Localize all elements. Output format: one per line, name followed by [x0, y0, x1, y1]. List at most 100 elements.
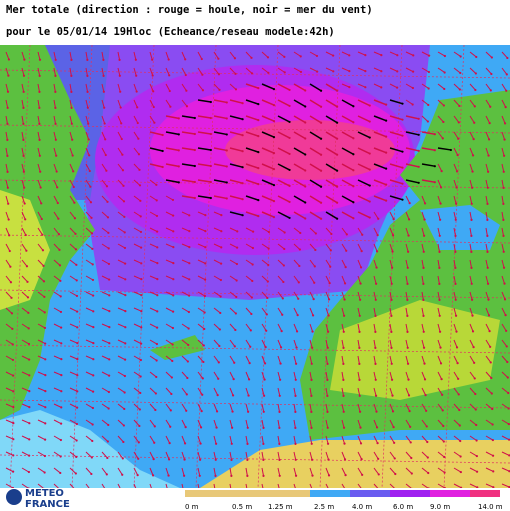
arrow-head [103, 122, 106, 125]
arrow-head [201, 393, 204, 396]
arrow-head [358, 410, 362, 413]
arrow-head [170, 392, 173, 396]
arrow [453, 403, 460, 411]
arrow [5, 339, 13, 345]
arrow-head [251, 246, 255, 250]
arrow-head [407, 218, 411, 221]
arrow-head [183, 442, 187, 445]
arrow [501, 403, 509, 409]
arrow [245, 115, 259, 121]
arrow-head [475, 423, 478, 427]
arrow-head [257, 151, 260, 154]
arrow [453, 179, 458, 188]
arrow [325, 67, 334, 72]
arrow [469, 483, 478, 488]
arrow-head [441, 137, 444, 140]
arrow-head [377, 473, 380, 476]
arrow-head [345, 233, 348, 236]
arrow-head [57, 233, 61, 236]
arrow-head [281, 313, 284, 316]
arrow-head [138, 424, 141, 428]
arrow-head [108, 294, 111, 297]
arrow [149, 83, 154, 92]
arrow [309, 51, 318, 57]
arrow-head [374, 314, 377, 317]
arrow-head [193, 180, 196, 184]
arrow-head [161, 133, 164, 137]
arrow-head [7, 74, 10, 77]
arrow [133, 67, 137, 76]
arrow-head [76, 310, 79, 313]
arrow-head [156, 294, 159, 297]
arrow-head [438, 234, 441, 237]
arrow [261, 51, 269, 58]
arrow-head [330, 232, 333, 236]
arrow [21, 323, 29, 329]
arrow-head [188, 214, 191, 217]
arrow [469, 179, 473, 188]
arrow [261, 115, 275, 122]
arrow-head [230, 458, 233, 461]
arrow [437, 467, 445, 473]
arrow-head [304, 217, 307, 220]
arrow [117, 403, 125, 410]
arrow [309, 163, 322, 172]
arrow [261, 195, 275, 202]
arrow [501, 179, 504, 188]
arrow-head [439, 346, 442, 349]
arrow [325, 307, 330, 316]
arrow-head [6, 138, 9, 141]
arrow-head [106, 200, 109, 203]
arrow-head [343, 442, 346, 445]
arrow [277, 403, 280, 412]
arrow [357, 195, 371, 203]
arrow-head [454, 234, 457, 237]
arrow [181, 163, 195, 167]
arrow [213, 483, 216, 488]
arrow [85, 339, 94, 344]
arrow-head [486, 266, 489, 269]
arrow-head [263, 362, 267, 365]
arrow [373, 403, 377, 412]
arrow-head [359, 298, 362, 301]
arrow [437, 307, 441, 316]
arrow-head [470, 218, 473, 221]
arrow-head [185, 89, 188, 92]
arrow [149, 467, 154, 476]
arrow [69, 323, 78, 328]
arrow [245, 259, 253, 265]
arrow-head [390, 378, 394, 381]
arrow [421, 435, 428, 443]
arrow [229, 403, 234, 412]
arrow [5, 259, 11, 267]
arrow-head [422, 282, 425, 285]
arrow [245, 467, 248, 476]
arrow [437, 131, 444, 139]
arrow [261, 179, 275, 186]
arrow [85, 259, 93, 265]
arrow-head [455, 202, 458, 205]
arrow [485, 467, 494, 472]
arrow [149, 179, 157, 186]
arrow [405, 291, 408, 300]
arrow [229, 419, 233, 428]
arrow [373, 163, 387, 170]
arrow [341, 83, 350, 88]
arrow [245, 99, 259, 105]
arrow-head [360, 250, 363, 253]
arrow [229, 467, 232, 476]
arrow [325, 483, 329, 488]
arrow-head [272, 151, 276, 155]
arrow-head [209, 100, 212, 104]
arrow-head [488, 122, 491, 125]
arrow-head [249, 345, 252, 348]
arrow [21, 435, 30, 440]
arrow [85, 67, 88, 76]
arrow-head [54, 106, 57, 109]
arrow [37, 227, 43, 235]
arrow [389, 355, 393, 364]
arrow-head [472, 346, 475, 349]
arrow-head [425, 425, 428, 428]
arrow [373, 243, 378, 252]
arrow-head [247, 394, 250, 397]
